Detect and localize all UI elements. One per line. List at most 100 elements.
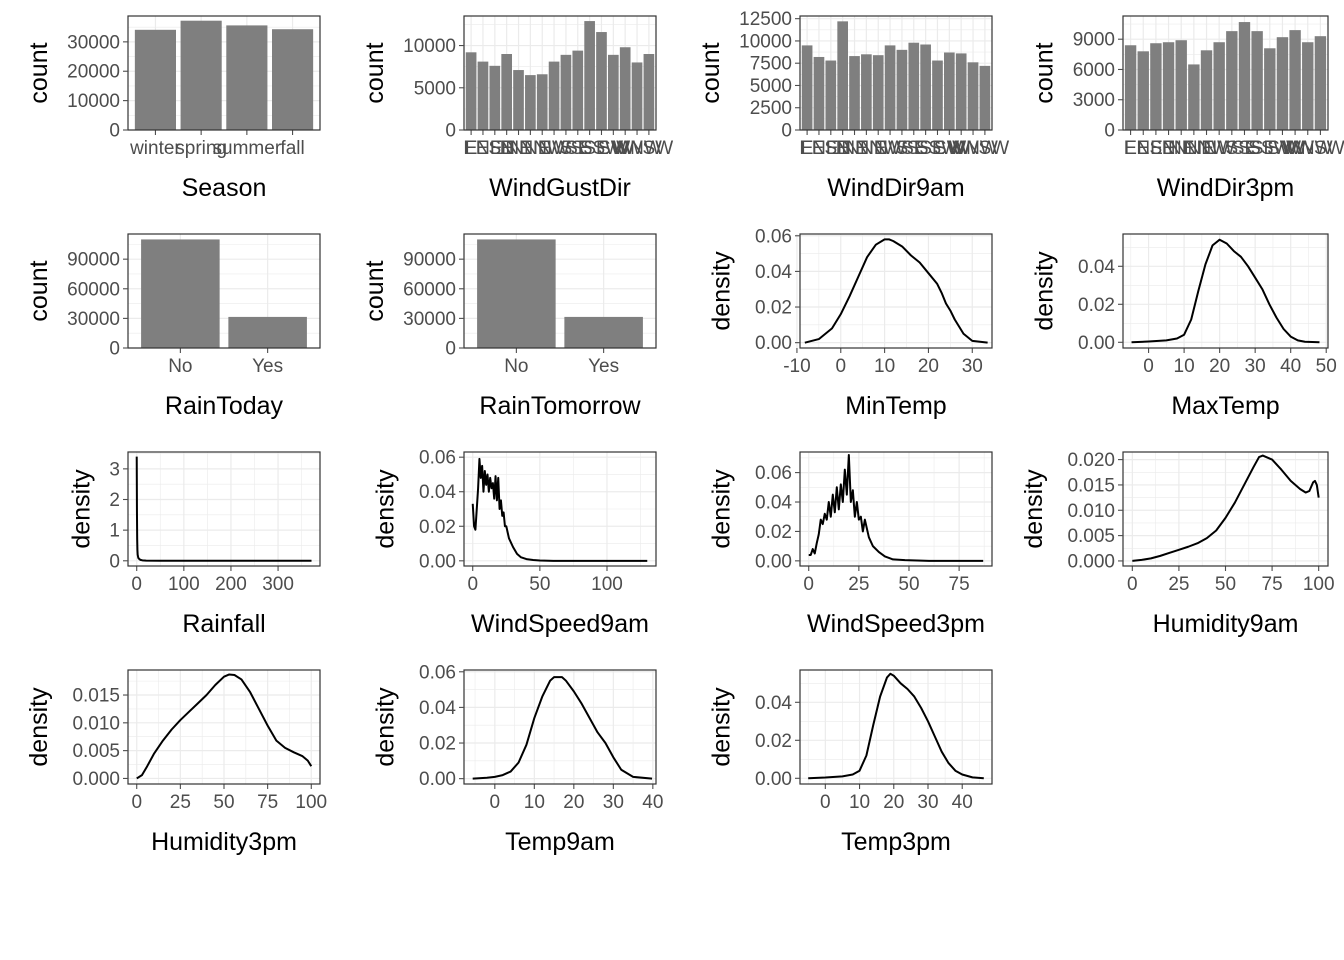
bar — [979, 65, 991, 130]
density-line — [472, 676, 653, 780]
panel-border — [1122, 233, 1329, 349]
y-tick-label: 0.04 — [419, 482, 456, 503]
x-tick-label: ESE — [476, 138, 514, 159]
x-tick-label: NNE — [510, 138, 550, 159]
y-tick-label: 0.020 — [1067, 450, 1115, 471]
panel-maxtemp: 0 10 20 30 40 50 0.00 0.02 0.04 MaxTemp density — [1031, 233, 1337, 420]
panel-border — [1122, 451, 1329, 567]
x-tick-label: 40 — [952, 792, 973, 813]
x-tick-label: 0 — [131, 792, 142, 813]
panel-raintomorrow: No Yes 0 30000 60000 90000 RainTomorrow count — [361, 233, 657, 420]
y-axis-title: density — [372, 687, 400, 767]
x-axis-title: WindDir3pm — [1157, 174, 1295, 202]
panel-temp9am: 0 10 20 30 40 0.00 0.02 0.04 0.06 Temp9am density — [372, 662, 664, 856]
x-tick-label: E — [1124, 138, 1137, 159]
bar — [560, 54, 572, 130]
x-tick-label: 100 — [1303, 574, 1335, 595]
x-tick-label: 30 — [1245, 356, 1266, 377]
bar — [619, 47, 631, 130]
density-line — [136, 673, 313, 780]
panel-windspeed3pm: 0 25 50 75 0.00 0.02 0.04 0.06 WindSpeed3pm densi… — [708, 451, 993, 638]
panel-mintemp: -10 0 10 20 30 0.00 0.02 0.04 0.06 MinTemp density — [708, 226, 993, 420]
x-tick-label: WNW — [948, 138, 998, 159]
y-tick-label: 0.04 — [755, 262, 792, 283]
x-tick-label: No — [504, 356, 528, 377]
y-axis-title: density — [25, 687, 53, 767]
x-tick-label: SW — [934, 138, 965, 159]
x-axis-title: Humidity9am — [1153, 610, 1299, 638]
bar — [872, 55, 884, 130]
y-tick-label: 90000 — [67, 250, 120, 271]
panel-rainfall: 0 100 200 300 0 1 2 3 Rainfall density — [67, 451, 321, 638]
panel-raintoday: No Yes 0 30000 60000 90000 RainToday count — [25, 233, 321, 420]
x-tick-label: spring — [175, 138, 227, 159]
x-tick-label: 100 — [591, 574, 623, 595]
density-line — [808, 453, 984, 562]
y-tick-label: 0.010 — [1067, 501, 1115, 522]
x-tick-label: 0 — [467, 574, 478, 595]
x-axis-title: RainTomorrow — [479, 392, 641, 420]
x-tick-label: SSE — [1238, 138, 1276, 159]
panel-border — [127, 233, 321, 349]
y-tick-label: 0.00 — [755, 769, 792, 790]
bar — [608, 54, 619, 130]
x-tick-label: 25 — [170, 792, 191, 813]
bar — [501, 54, 512, 130]
bar — [228, 316, 307, 348]
bar — [572, 50, 584, 130]
y-axis-title: density — [67, 469, 95, 549]
x-tick-label: 200 — [215, 574, 247, 595]
panel-border — [463, 451, 657, 567]
y-axis-title: density — [708, 251, 736, 331]
x-tick-label: NW — [1203, 138, 1235, 159]
bar — [825, 60, 837, 130]
y-tick-label: 3000 — [1073, 90, 1115, 111]
x-tick-label: WNW — [1283, 138, 1333, 159]
bar — [1264, 48, 1276, 130]
x-tick-label: SE — [1232, 138, 1257, 159]
x-axis-title: WindSpeed3pm — [807, 610, 985, 638]
x-tick-label: 50 — [898, 574, 919, 595]
x-tick-label: 40 — [1280, 356, 1301, 377]
y-tick-label: 2500 — [750, 98, 792, 119]
panel-border — [799, 451, 993, 567]
panel-border — [463, 233, 657, 349]
bar — [955, 53, 967, 130]
y-axis-title: density — [1031, 251, 1059, 331]
x-tick-label: 30 — [603, 792, 624, 813]
x-tick-label: ESE — [1137, 138, 1175, 159]
x-tick-label: NW — [538, 138, 570, 159]
y-tick-label: 0.015 — [72, 686, 120, 707]
y-tick-label: 0.02 — [1078, 295, 1115, 316]
y-tick-label: 30000 — [403, 309, 456, 330]
bar — [1276, 37, 1289, 131]
x-tick-label: WNW — [612, 138, 662, 159]
y-tick-label: 12500 — [739, 9, 792, 30]
y-tick-label: 0.005 — [72, 741, 120, 762]
bar — [944, 52, 955, 130]
y-axis-title: density — [708, 469, 736, 549]
bar — [1137, 51, 1149, 130]
bar — [1226, 31, 1238, 130]
bar — [1188, 64, 1200, 130]
x-axis-title: Rainfall — [182, 610, 265, 638]
density-line — [471, 457, 648, 562]
x-tick-label: W — [952, 138, 970, 159]
y-tick-label: 0.00 — [419, 769, 456, 790]
x-tick-label: SSW — [916, 138, 959, 159]
bar — [884, 45, 896, 130]
y-tick-label: 0.00 — [755, 551, 792, 572]
panel-border — [127, 451, 321, 567]
y-tick-label: 0.010 — [72, 713, 120, 734]
density-line — [135, 456, 312, 562]
x-axis-title: WindDir9am — [827, 174, 965, 202]
x-axis-title: WindGustDir — [489, 174, 631, 202]
y-tick-label: 0.06 — [419, 448, 456, 469]
x-tick-label: NE — [841, 138, 867, 159]
x-tick-label: E — [465, 138, 478, 159]
bar — [1289, 30, 1301, 130]
panel-border — [463, 669, 657, 785]
y-axis-title: count — [361, 42, 389, 103]
